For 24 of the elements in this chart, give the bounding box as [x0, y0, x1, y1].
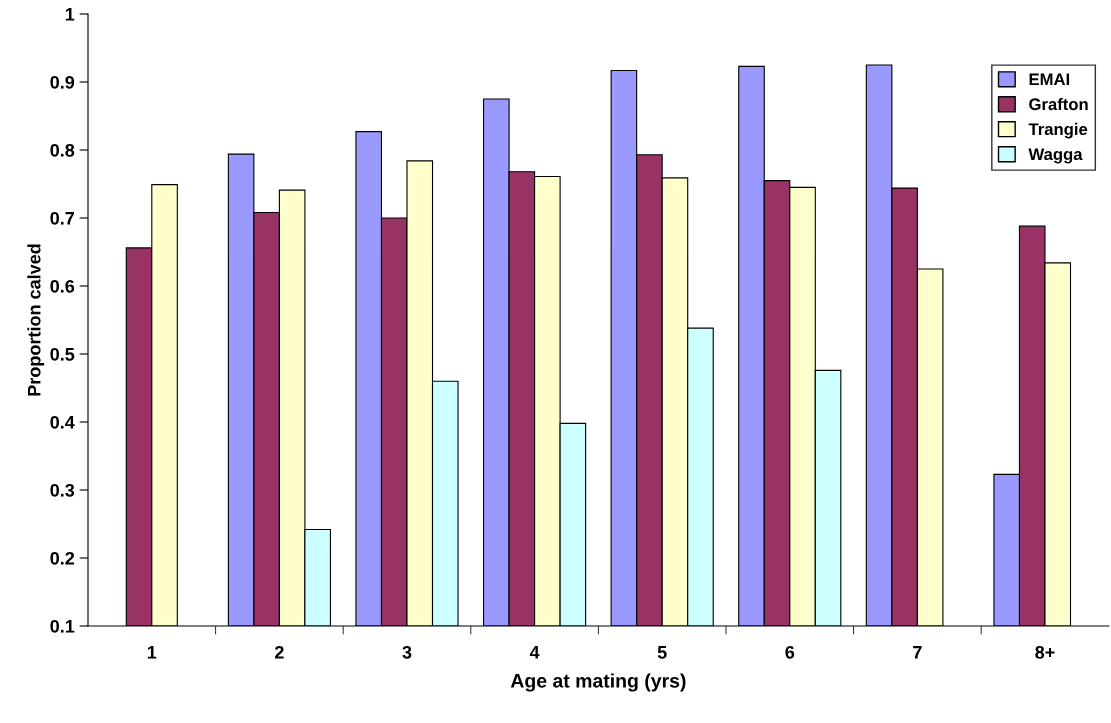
- x-tick-label: 8+: [1035, 645, 1055, 659]
- x-tick-label: 3: [402, 645, 412, 659]
- x-axis-title: Age at mating (yrs): [510, 673, 686, 692]
- y-tick-label: 0.2: [50, 551, 75, 565]
- y-tick-label: 0.5: [50, 347, 75, 361]
- y-tick-label: 0.6: [50, 279, 75, 293]
- y-tick-label: 0.4: [50, 415, 75, 429]
- y-tick-label: 0.8: [50, 143, 75, 157]
- x-tick-label: 4: [529, 646, 540, 659]
- legend-label: Grafton: [1029, 97, 1088, 111]
- y-tick-label: 1: [65, 8, 75, 21]
- y-tick-label: 0.1: [50, 619, 75, 633]
- legend-label: Trangie: [1028, 122, 1088, 139]
- legend-label: Wagga: [1028, 148, 1083, 164]
- x-tick-label: 1: [147, 646, 157, 659]
- x-tick-label: 7: [913, 646, 922, 659]
- x-tick-label: 5: [657, 646, 667, 659]
- y-tick-label: 0.7: [50, 211, 75, 225]
- y-tick-label: 0.9: [50, 75, 75, 89]
- x-tick-label: 2: [275, 645, 284, 659]
- x-tick-label: 6: [785, 645, 795, 659]
- y-tick-label: 0.3: [50, 483, 75, 497]
- y-axis-title: Proportion calved: [27, 244, 45, 396]
- legend-label: EMAI: [1029, 73, 1070, 86]
